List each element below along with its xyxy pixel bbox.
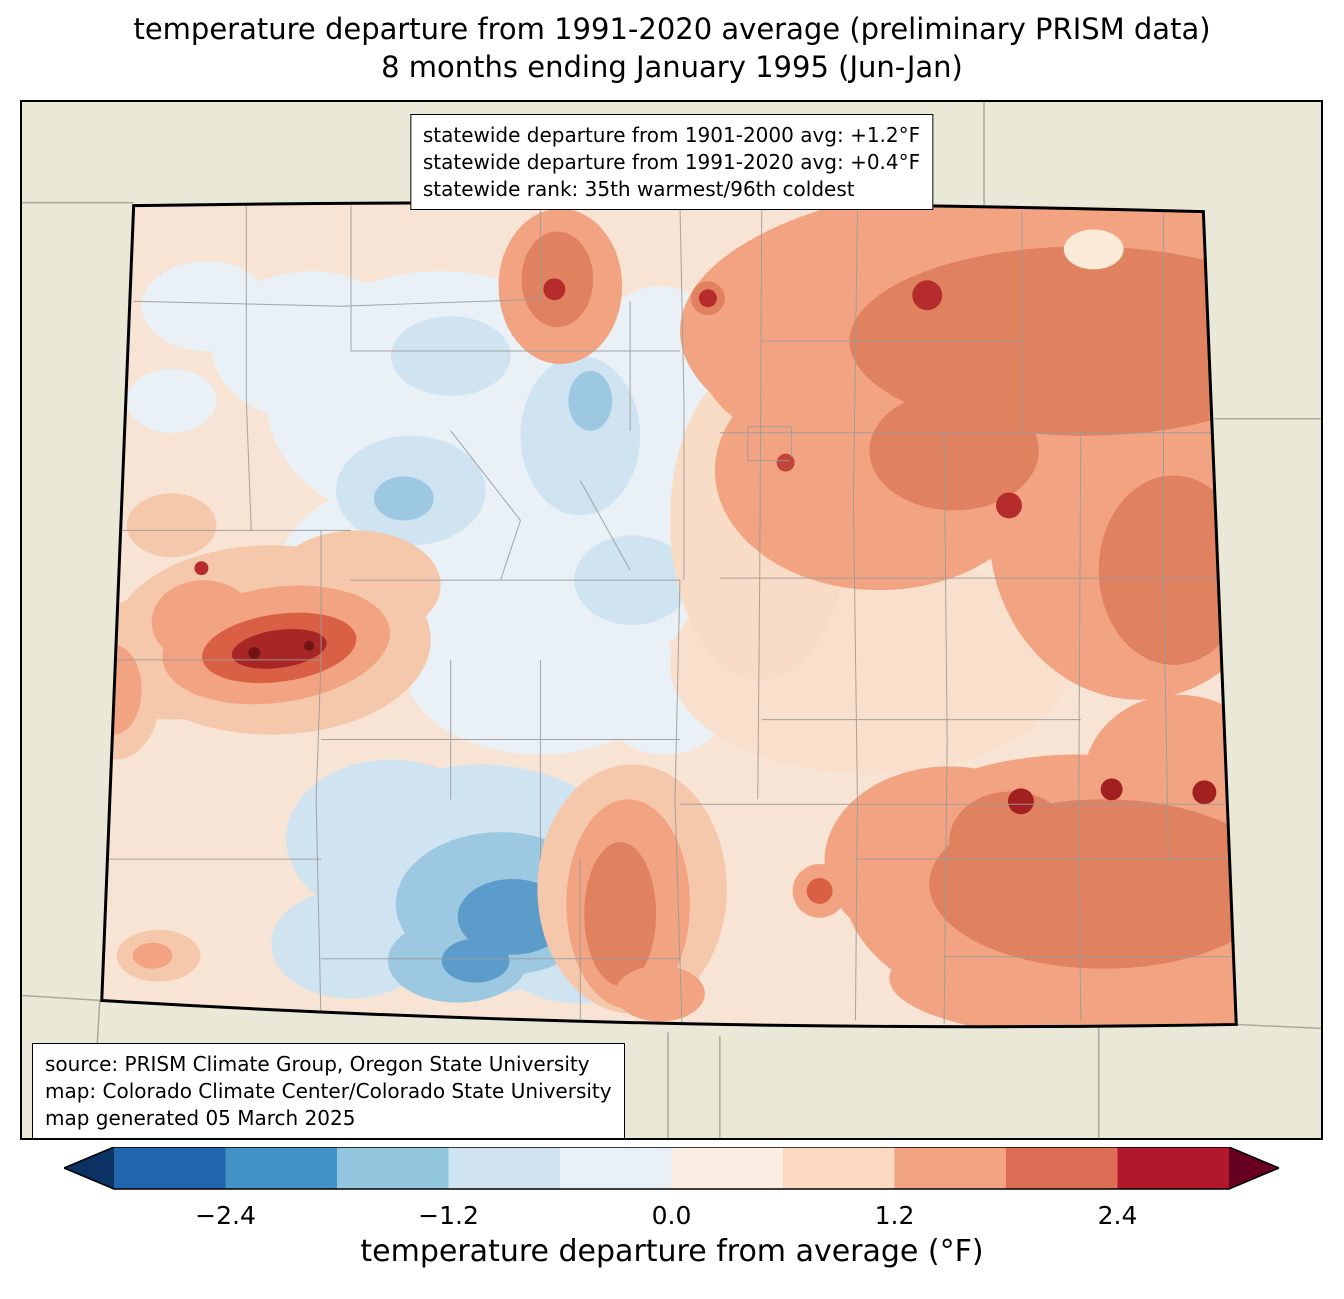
stats-line-3: statewide rank: 35th warmest/96th coldes… (422, 176, 855, 201)
colorbar-tick-label: 1.2 (875, 1201, 915, 1230)
colorbar: −2.4 −1.2 0.0 1.2 2.4 (62, 1146, 1281, 1239)
colorbar-scale: −2.4 −1.2 0.0 1.2 2.4 (62, 1146, 1281, 1230)
source-box: source: PRISM Climate Group, Oregon Stat… (32, 1043, 625, 1140)
stats-line-1: statewide departure from 1901-2000 avg: … (422, 123, 921, 147)
source-line-1: source: PRISM Climate Group, Oregon Stat… (45, 1052, 590, 1076)
stats-line-2: statewide departure from 1991-2020 avg: … (422, 149, 921, 174)
source-line-2: map: Colorado Climate Center/Colorado St… (45, 1078, 612, 1103)
county-lines (101, 205, 1237, 1025)
colorbar-tick-label: −2.4 (195, 1201, 256, 1230)
colorbar-tick-label: 2.4 (1098, 1201, 1138, 1230)
map-title: temperature departure from 1991-2020 ave… (0, 10, 1344, 87)
colorbar-tick-label: 0.0 (652, 1201, 692, 1230)
stats-box: statewide departure from 1901-2000 avg: … (409, 114, 934, 211)
map-title-line2: 8 months ending January 1995 (Jun-Jan) (381, 50, 963, 85)
map-title-line1: temperature departure from 1991-2020 ave… (133, 12, 1211, 46)
source-line-3: map generated 05 March 2025 (45, 1105, 356, 1130)
temperature-anomaly-field (101, 202, 1237, 1027)
colorado-map (22, 102, 1321, 1138)
map-area: statewide departure from 1901-2000 avg: … (20, 100, 1323, 1140)
colorbar-label: temperature departure from average (°F) (360, 1234, 984, 1269)
colorbar-tick-label: −1.2 (418, 1201, 479, 1230)
neighbor-state-lines (22, 102, 1321, 1138)
